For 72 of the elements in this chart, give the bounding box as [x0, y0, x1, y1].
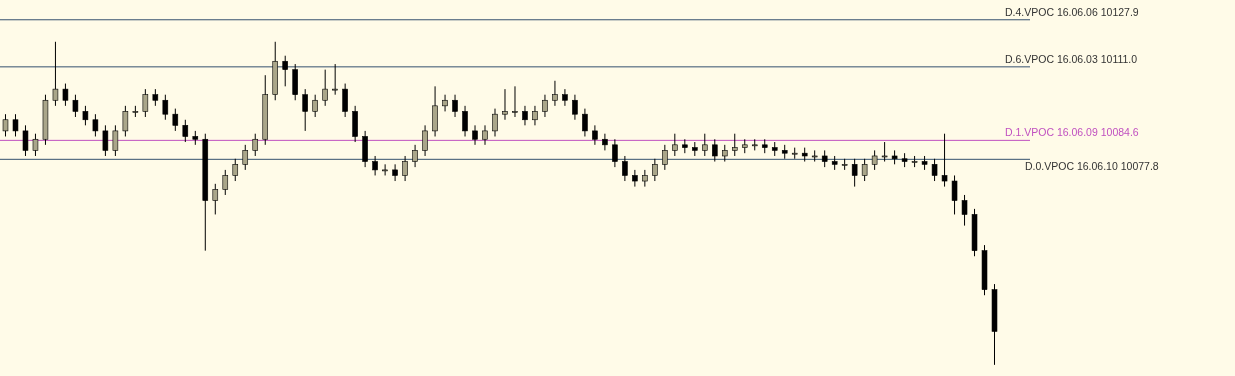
- candlestick: [712, 138, 718, 163]
- candlestick: [142, 88, 149, 118]
- candlestick: [931, 158, 938, 182]
- candlestick: [232, 158, 239, 182]
- candlestick: [382, 163, 388, 176]
- candlestick: [731, 133, 738, 157]
- candlestick: [72, 94, 79, 118]
- candlestick: [871, 149, 878, 171]
- candlestick: [332, 63, 338, 96]
- candlestick: [502, 88, 508, 121]
- candlestick: [62, 83, 69, 107]
- candlestick: [492, 108, 498, 137]
- candlestick: [82, 105, 89, 126]
- candlestick: [881, 141, 888, 163]
- candlestick: [412, 144, 418, 168]
- candlestick: [642, 169, 648, 188]
- candlestick: [422, 124, 428, 157]
- candlestick: [2, 113, 9, 137]
- candlestick: [442, 94, 448, 112]
- candlestick: [102, 124, 109, 157]
- candlestick: [522, 105, 528, 126]
- candlestick: [592, 124, 598, 146]
- candlestick: [302, 88, 308, 132]
- candlestick: [562, 88, 568, 107]
- candlestick: [172, 108, 179, 132]
- ref-line-label: D.0.VPOC 16.06.10 10077.8: [1025, 160, 1159, 173]
- candlestick: [572, 94, 578, 121]
- candlestick: [252, 133, 259, 157]
- candlestick: [472, 124, 478, 146]
- candlestick: [662, 144, 668, 171]
- candlestick: [612, 138, 618, 168]
- candlestick: [242, 144, 249, 171]
- candlestick: [312, 94, 318, 118]
- candlestick: [112, 124, 119, 157]
- candlestick: [122, 105, 129, 137]
- candlestick: [512, 85, 518, 118]
- candlestick: [622, 155, 628, 182]
- candlestick: [672, 133, 678, 157]
- candlestick: [12, 113, 19, 137]
- candlestick: [392, 163, 398, 182]
- candlestick: [182, 119, 189, 143]
- candlestick: [861, 158, 868, 182]
- candlestick: [22, 124, 29, 157]
- ref-line-label: D.4.VPOC 16.06.06 10127.9: [1005, 5, 1139, 18]
- candlestick: [92, 113, 99, 137]
- candlestick: [632, 169, 638, 188]
- candlestick: [652, 158, 658, 182]
- candlestick: [222, 169, 229, 196]
- candlestick: [961, 194, 968, 227]
- candlestick: [402, 155, 408, 182]
- candlestick: [532, 105, 538, 126]
- candlestick: [32, 133, 39, 157]
- candlestick: [52, 41, 59, 107]
- candlestick: [452, 94, 458, 118]
- candlestick: [951, 174, 958, 215]
- candlestick: [602, 133, 608, 151]
- candlestick: [322, 69, 328, 107]
- candlestick: [702, 133, 708, 157]
- candlestick: [372, 155, 378, 176]
- candlestick: [212, 183, 219, 215]
- ref-line-label: D.1.VPOC 16.06.09 10084.6: [1005, 126, 1139, 139]
- candlestick: [941, 133, 948, 188]
- candlestick: [482, 124, 488, 146]
- candlestick: [462, 105, 468, 137]
- candlestick: [162, 94, 169, 121]
- candlestick: [582, 108, 588, 137]
- ref-line-label: D.6.VPOC 16.06.03 10111.0: [1005, 52, 1138, 65]
- candlestick: [542, 94, 548, 118]
- candlestick: [342, 83, 348, 118]
- candlestick: [282, 55, 288, 87]
- candlestick: [552, 80, 558, 107]
- candlestick: [851, 158, 858, 188]
